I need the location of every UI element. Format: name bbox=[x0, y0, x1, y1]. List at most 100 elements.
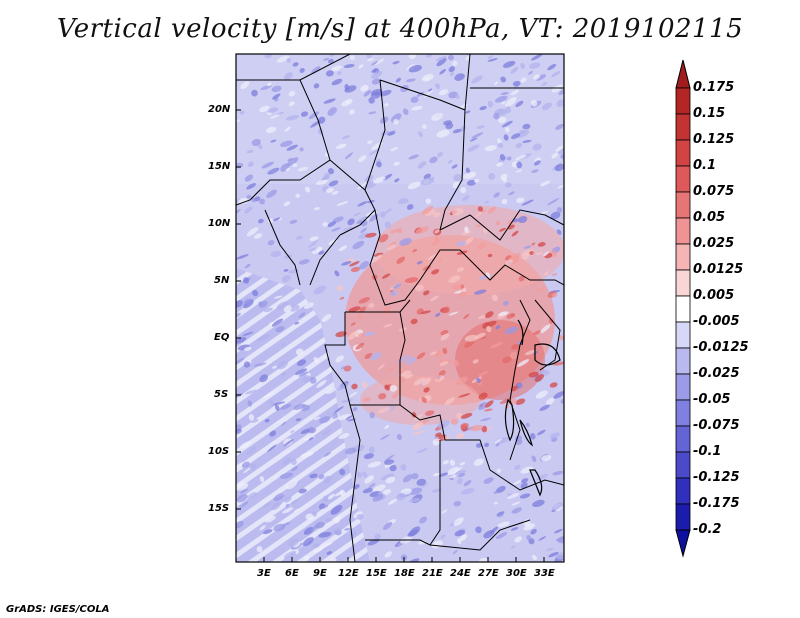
field-speckle bbox=[531, 554, 538, 561]
field-speckle bbox=[308, 239, 319, 249]
field-speckle bbox=[441, 509, 448, 514]
field-speckle bbox=[251, 138, 261, 146]
field-speckle bbox=[357, 201, 368, 207]
field-speckle bbox=[502, 177, 507, 183]
field-speckle bbox=[539, 404, 550, 411]
field-speckle bbox=[404, 356, 417, 365]
field-speckle bbox=[533, 74, 541, 80]
field-speckle bbox=[498, 116, 507, 124]
field-speckle bbox=[266, 189, 277, 198]
colorbar-label-5: 0.075 bbox=[693, 184, 735, 199]
field-speckle bbox=[553, 361, 564, 366]
field-speckle bbox=[522, 123, 531, 130]
field-speckle bbox=[279, 472, 294, 479]
field-speckle bbox=[259, 475, 265, 483]
field-speckle bbox=[382, 521, 393, 530]
field-speckle bbox=[341, 366, 346, 370]
field-speckle bbox=[239, 501, 249, 508]
field-speckle bbox=[387, 498, 398, 505]
field-speckle bbox=[327, 221, 337, 228]
field-speckle bbox=[534, 160, 541, 166]
field-speckle bbox=[277, 360, 288, 370]
field-speckle bbox=[431, 239, 441, 246]
field-speckle bbox=[493, 501, 498, 505]
field-speckle bbox=[477, 382, 483, 385]
field-speckle bbox=[539, 211, 549, 215]
field-speckle bbox=[520, 482, 528, 489]
field-speckle bbox=[348, 330, 359, 340]
field-speckle bbox=[418, 131, 423, 138]
field-speckle bbox=[531, 54, 543, 61]
field-speckle bbox=[385, 366, 397, 373]
field-speckle bbox=[393, 161, 400, 166]
field-speckle bbox=[511, 133, 521, 140]
field-speckle bbox=[463, 313, 470, 320]
lakes bbox=[504, 319, 561, 497]
field-speckle bbox=[258, 218, 264, 224]
field-speckle bbox=[448, 275, 461, 283]
field-speckle bbox=[412, 430, 425, 435]
field-speckle bbox=[412, 422, 424, 431]
field-speckle bbox=[515, 142, 523, 149]
field-speckle bbox=[360, 219, 368, 227]
field-speckle bbox=[261, 161, 274, 169]
field-speckle bbox=[455, 432, 465, 439]
field-speckle bbox=[398, 198, 409, 204]
field-speckle bbox=[273, 523, 286, 532]
colorbar-label-14: -0.075 bbox=[693, 418, 740, 433]
field-speckle bbox=[390, 146, 398, 152]
field-speckle bbox=[415, 284, 424, 292]
field-speckle bbox=[535, 74, 547, 81]
field-speckle bbox=[476, 125, 485, 129]
field-speckle bbox=[267, 167, 280, 175]
field-speckle bbox=[408, 65, 423, 73]
field-speckle bbox=[490, 341, 503, 349]
field-speckle bbox=[548, 551, 559, 558]
field-speckle bbox=[556, 207, 563, 213]
field-speckle bbox=[499, 153, 506, 161]
field-speckle bbox=[246, 194, 252, 199]
field-speckle bbox=[257, 334, 270, 342]
field-speckle bbox=[318, 250, 325, 255]
field-speckle bbox=[246, 446, 257, 455]
field-speckle bbox=[344, 85, 357, 93]
field-speckle bbox=[433, 472, 441, 477]
colorbar-box bbox=[675, 165, 691, 193]
field-speckle bbox=[285, 114, 300, 121]
field-speckle bbox=[282, 457, 292, 466]
field-speckle bbox=[462, 195, 470, 201]
field-speckle bbox=[425, 54, 434, 58]
lon-label-15e: 15E bbox=[366, 568, 387, 579]
field-speckle bbox=[295, 368, 307, 375]
field-speckle bbox=[516, 161, 523, 169]
field-speckle bbox=[421, 396, 427, 403]
field-speckle bbox=[327, 493, 335, 500]
field-speckle bbox=[448, 159, 453, 164]
field-speckle bbox=[531, 455, 537, 463]
field-speckle bbox=[337, 383, 349, 391]
field-speckle bbox=[343, 63, 355, 69]
field-speckle bbox=[239, 110, 245, 115]
field-speckle bbox=[244, 174, 254, 182]
field-speckle bbox=[353, 484, 360, 490]
field-speckle bbox=[477, 206, 484, 212]
field-speckle bbox=[413, 377, 426, 386]
field-speckle bbox=[309, 236, 319, 242]
field-speckle bbox=[362, 488, 373, 494]
field-speckle bbox=[302, 537, 314, 547]
field-speckle bbox=[475, 526, 482, 534]
field-speckle bbox=[371, 70, 383, 79]
field-speckle bbox=[383, 323, 393, 328]
field-speckle bbox=[541, 81, 548, 87]
field-speckle bbox=[551, 152, 559, 159]
field-speckle bbox=[371, 60, 379, 66]
field-speckle bbox=[389, 385, 398, 392]
field-speckle bbox=[531, 242, 536, 246]
field-speckle bbox=[325, 187, 334, 193]
colorbar-label-6: 0.05 bbox=[693, 210, 726, 225]
lon-label-9e: 9E bbox=[313, 568, 327, 579]
field-speckle bbox=[319, 416, 331, 424]
field-speckle bbox=[297, 166, 308, 172]
field-speckle bbox=[343, 226, 353, 232]
field-speckle bbox=[460, 413, 473, 419]
